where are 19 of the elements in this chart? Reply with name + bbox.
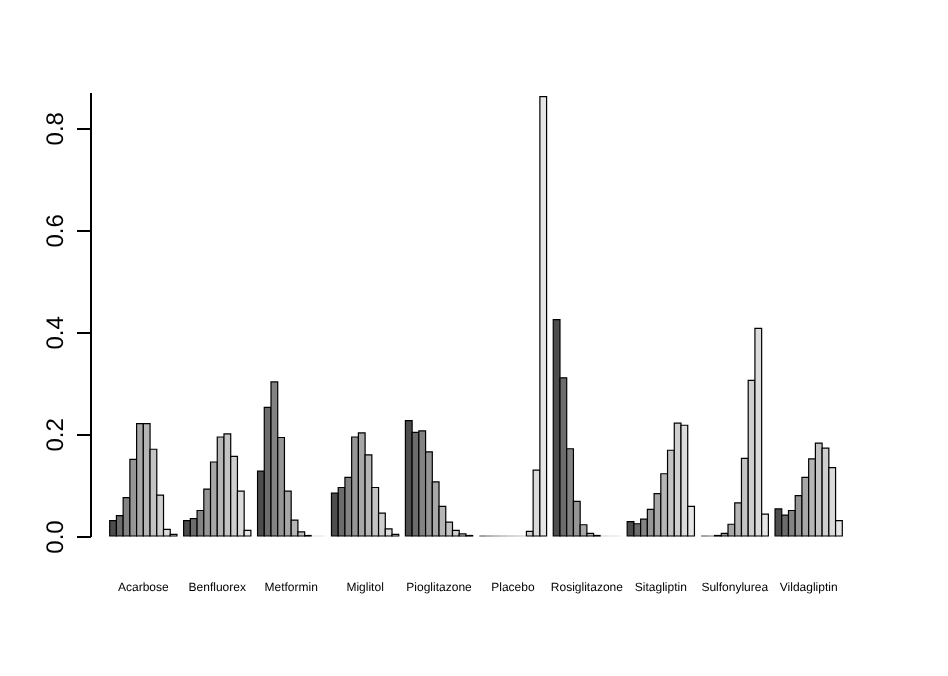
bar <box>270 381 279 537</box>
bar <box>330 492 339 537</box>
bar <box>539 95 548 537</box>
y-tick-label: 0.8 <box>41 111 69 146</box>
bar <box>223 433 232 537</box>
bar <box>183 520 191 537</box>
y-tick-label: 0.0 <box>41 519 69 554</box>
bar <box>680 424 689 537</box>
bar <box>451 529 460 537</box>
bar <box>418 430 427 537</box>
bar <box>109 520 118 537</box>
y-tick-label: 0.6 <box>41 213 69 248</box>
bar <box>821 447 830 537</box>
bar <box>774 508 783 537</box>
bar <box>633 523 642 537</box>
y-tick-label: 0.2 <box>41 417 69 452</box>
bar <box>781 514 790 537</box>
bar <box>754 327 763 537</box>
y-tick-label: 0.4 <box>41 315 69 350</box>
